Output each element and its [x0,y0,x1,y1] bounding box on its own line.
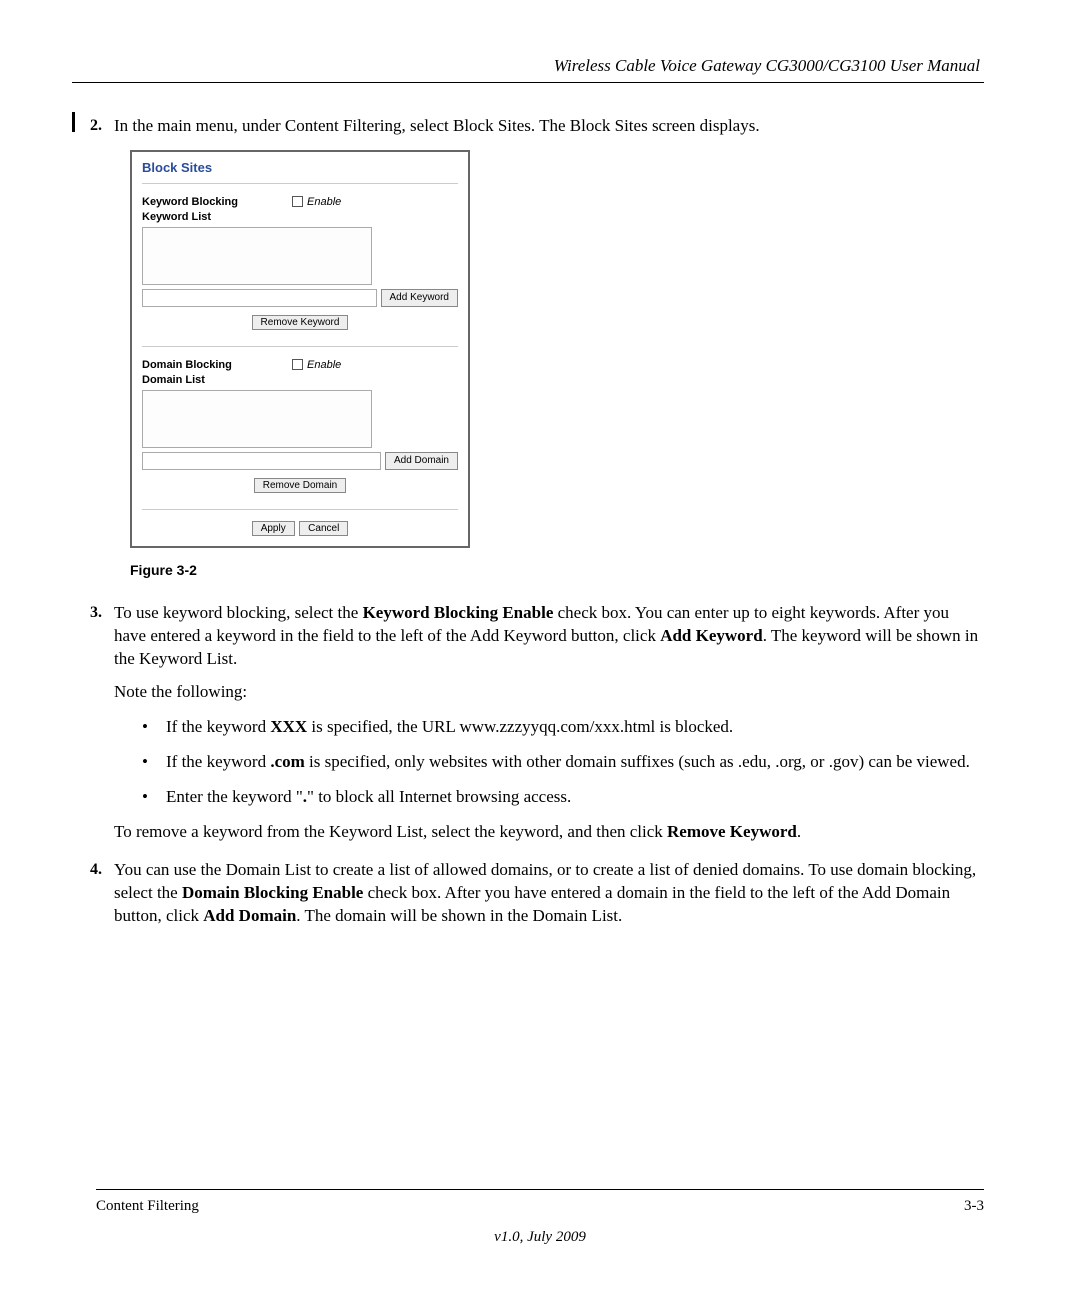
text: is specified, only websites with other d… [305,752,970,771]
divider [142,509,458,510]
step-4: 4. You can use the Domain List to create… [72,859,984,928]
figure-caption: Figure 3-2 [130,562,984,578]
bold-text: Domain Blocking Enable [182,883,363,902]
divider [142,346,458,347]
cancel-button[interactable]: Cancel [299,521,348,536]
domain-enable-checkbox[interactable] [292,359,303,370]
screenshot-container: Block Sites Keyword Blocking Enable Keyw… [130,150,984,548]
domain-input[interactable] [142,452,381,470]
domain-section: Domain Blocking Enable Domain List Add D… [142,351,458,505]
bullet-icon: • [142,716,166,739]
remove-keyword-button[interactable]: Remove Keyword [252,315,349,330]
text: If the keyword [166,752,270,771]
step-body: You can use the Domain List to create a … [114,859,984,928]
keyword-enable-checkbox[interactable] [292,196,303,207]
text: To use keyword blocking, select the [114,603,363,622]
text: If the keyword [166,717,270,736]
step-text: In the main menu, under Content Filterin… [114,115,984,138]
remove-domain-button[interactable]: Remove Domain [254,478,346,493]
bold-text: Keyword Blocking Enable [363,603,554,622]
footer-version: v1.0, July 2009 [96,1229,984,1246]
page-header: Wireless Cable Voice Gateway CG3000/CG31… [72,56,984,76]
list-item: • Enter the keyword "." to block all Int… [142,786,984,809]
text: Enter the keyword " [166,787,303,806]
keyword-listbox[interactable] [142,227,372,285]
enable-label: Enable [307,196,341,208]
list-item: • If the keyword .com is specified, only… [142,751,984,774]
divider [142,183,458,184]
note-line: Note the following: [114,681,984,704]
domain-listbox[interactable] [142,390,372,448]
header-rule [72,82,984,83]
apply-button[interactable]: Apply [252,521,295,536]
change-bar [72,112,75,132]
bold-text: Remove Keyword [667,822,797,841]
block-sites-screenshot: Block Sites Keyword Blocking Enable Keyw… [130,150,470,548]
bullet-list: • If the keyword XXX is specified, the U… [142,716,984,809]
domain-list-label: Domain List [142,374,458,386]
keyword-section: Keyword Blocking Enable Keyword List Add… [142,188,458,342]
bold-text: .com [270,752,304,771]
page-footer: Content Filtering 3-3 v1.0, July 2009 [96,1189,984,1246]
step-3: 3. To use keyword blocking, select the K… [72,602,984,844]
bullet-icon: • [142,786,166,809]
bold-text: XXX [270,717,307,736]
add-keyword-button[interactable]: Add Keyword [381,289,458,307]
list-item: • If the keyword XXX is specified, the U… [142,716,984,739]
keyword-list-label: Keyword List [142,211,458,223]
bold-text: Add Keyword [660,626,762,645]
text: . [797,822,801,841]
bullet-icon: • [142,751,166,774]
step-number: 4. [72,859,114,928]
step-number: 2. [72,115,114,138]
enable-label: Enable [307,359,341,371]
text: " to block all Internet browsing access. [307,787,571,806]
footer-rule [96,1189,984,1190]
domain-blocking-label: Domain Blocking [142,359,292,371]
keyword-input[interactable] [142,289,377,307]
step-number: 3. [72,602,114,844]
keyword-blocking-label: Keyword Blocking [142,196,292,208]
step-2: 2. In the main menu, under Content Filte… [72,115,984,138]
text: To remove a keyword from the Keyword Lis… [114,822,667,841]
text: is specified, the URL www.zzzyyqq.com/xx… [307,717,733,736]
step-body: To use keyword blocking, select the Keyw… [114,602,984,844]
footer-left: Content Filtering [96,1198,199,1215]
text: . The domain will be shown in the Domain… [296,906,622,925]
add-domain-button[interactable]: Add Domain [385,452,458,470]
bold-text: Add Domain [203,906,296,925]
screenshot-title: Block Sites [142,160,458,175]
footer-right: 3-3 [964,1198,984,1215]
